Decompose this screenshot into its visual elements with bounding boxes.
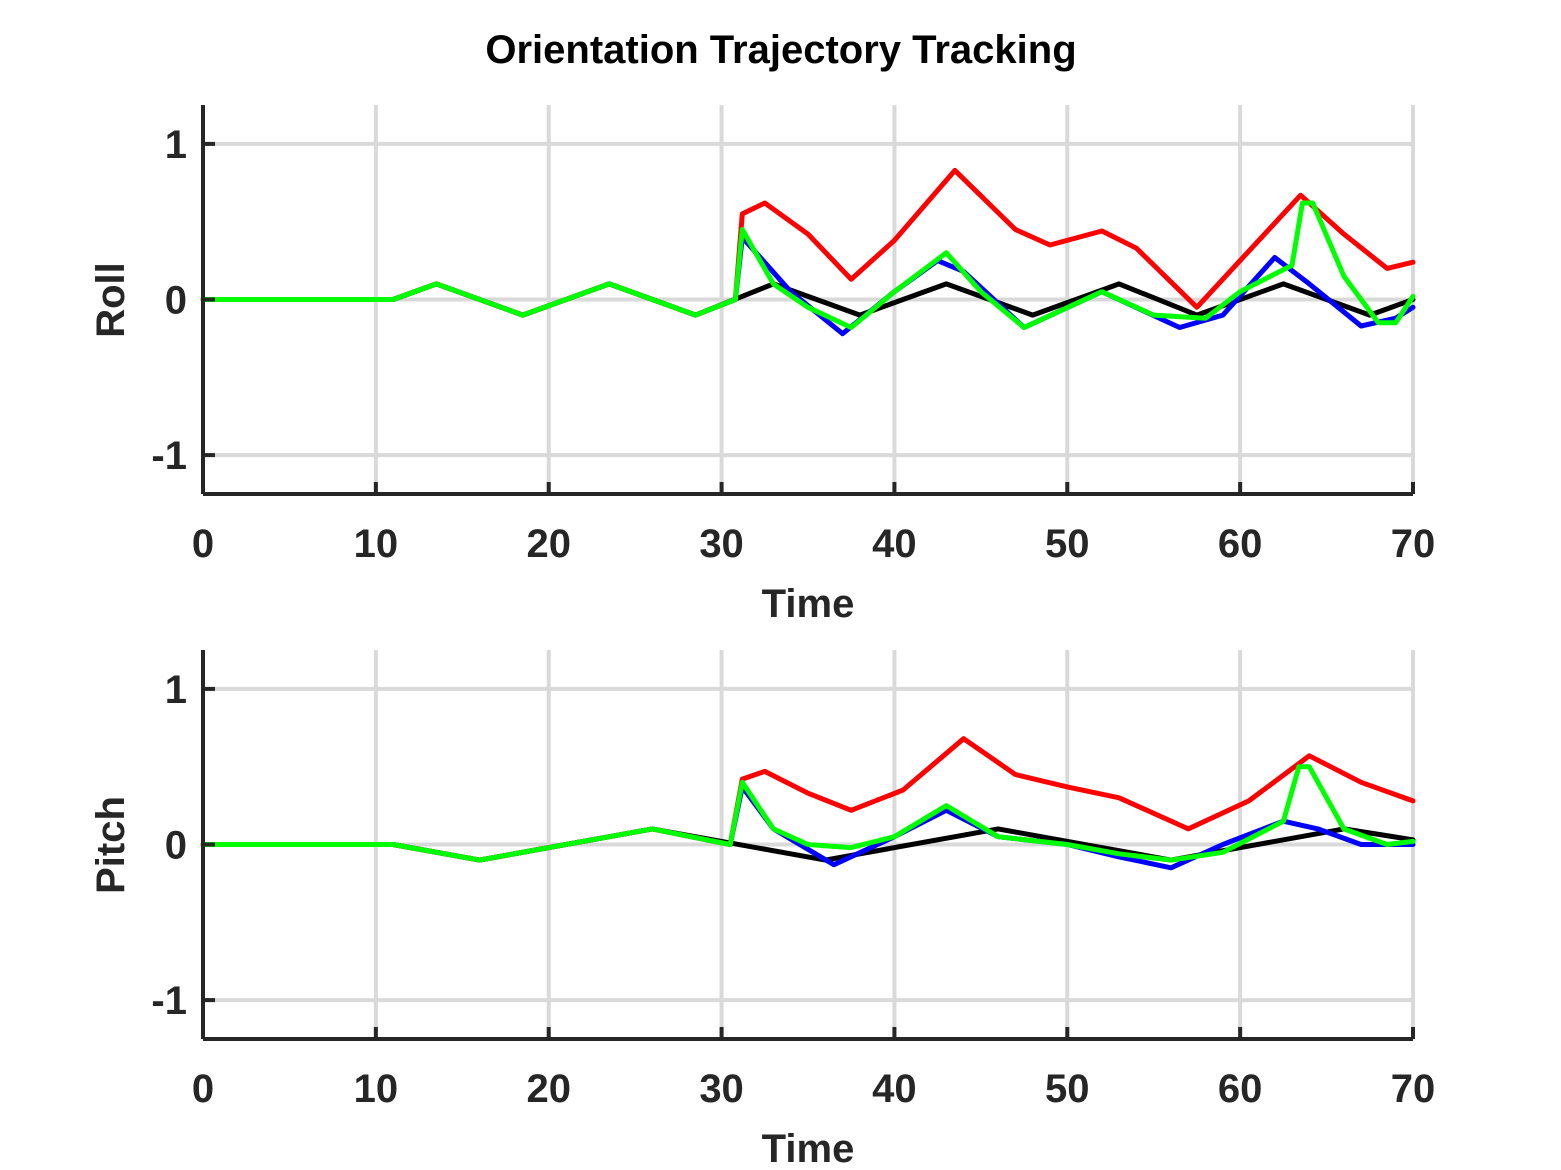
pitch-series-line-4 [200,764,1416,863]
roll-series-line-3 [200,167,1416,318]
roll-y-tick-label: 0 [165,279,187,323]
pitch-axes: 0 10 20 30 40 50 60 70-101 [151,650,1435,1111]
roll-series-line-2 [200,234,1416,337]
roll-x-tick-label: 40 [872,522,917,566]
pitch-x-axis-label: Time [762,1127,855,1170]
roll-axes: 0 10 20 30 40 50 60 70-101 [151,105,1435,566]
roll-series [200,167,1416,337]
roll-x-tick-label: 70 [1391,522,1436,566]
roll-x-tick-label: 10 [354,522,399,566]
pitch-x-tick-label: 70 [1391,1067,1436,1111]
roll-x-tick-label: 20 [526,522,571,566]
pitch-x-tick-label: 30 [699,1067,744,1111]
roll-x-tick-label: 50 [1045,522,1090,566]
pitch-y-tick-label: 1 [165,668,187,712]
pitch-y-tick-label: -1 [151,979,187,1023]
roll-y-tick-label: 1 [165,123,187,167]
pitch-x-tick-label: 10 [354,1067,399,1111]
roll-x-tick-label: 30 [699,522,744,566]
pitch-x-tick-label: 60 [1218,1067,1263,1111]
pitch-x-tick-label: 50 [1045,1067,1090,1111]
roll-y-axis-label: Roll [89,262,133,338]
roll-grid [201,105,1415,494]
pitch-y-axis-label: Pitch [89,796,133,894]
roll-x-axis-label: Time [762,582,855,626]
roll-series-line-4 [200,200,1416,330]
pitch-x-tick-label: 40 [872,1067,917,1111]
roll-y-tick-label: -1 [151,434,187,478]
pitch-x-tick-label: 0 [192,1067,214,1111]
roll-x-tick-label: 0 [192,522,214,566]
pitch-subplot: 0 10 20 30 40 50 60 70-101 Time Pitch [89,650,1435,1170]
pitch-series [200,736,1416,871]
pitch-x-tick-label: 20 [526,1067,571,1111]
pitch-y-tick-label: 0 [165,824,187,868]
roll-x-tick-label: 60 [1218,522,1263,566]
figure-title: Orientation Trajectory Tracking [485,28,1076,72]
roll-subplot: 0 10 20 30 40 50 60 70-101 Time Roll [89,105,1435,626]
